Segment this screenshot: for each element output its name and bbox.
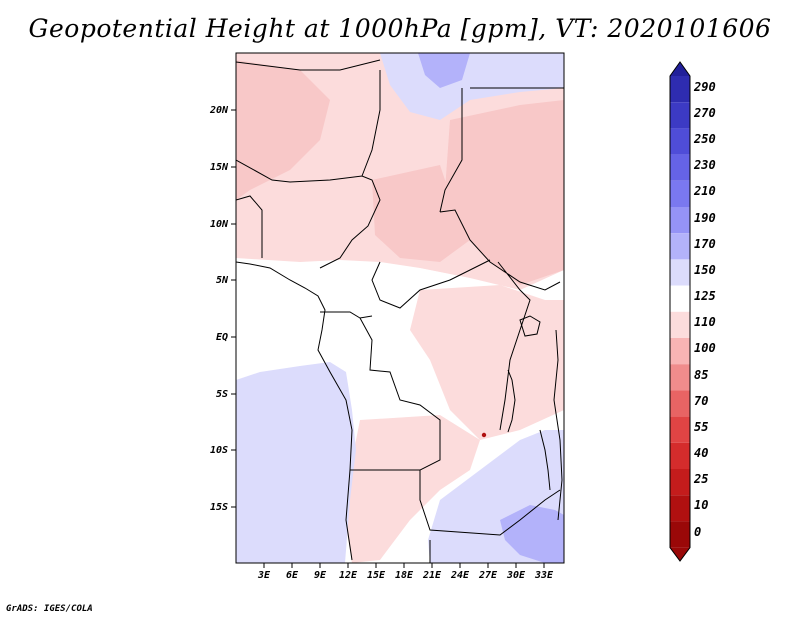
- colorbar-seg: [670, 180, 690, 207]
- chart-title: Geopotential Height at 1000hPa [gpm], VT…: [28, 14, 772, 43]
- border-lines: [236, 59, 564, 563]
- lon-label-12e: 12E: [339, 570, 358, 581]
- lake-tanganyika: [507, 369, 516, 433]
- colorbar-seg: [670, 521, 690, 548]
- field-north-blue-deep: [418, 53, 470, 88]
- grads-credit: GrADS: IGES/COLA: [6, 604, 93, 614]
- field-east-pink: [410, 285, 564, 440]
- colorbar-seg: [670, 416, 690, 443]
- colorbar-seg: [670, 311, 690, 338]
- colorbar-seg: [670, 76, 690, 103]
- lon-label-33e: 33E: [534, 570, 554, 581]
- colorbar-top-arrow: [670, 62, 690, 76]
- field-low-dot: [481, 432, 487, 438]
- colorbar-label: 40: [694, 446, 708, 460]
- lon-label-21e: 21E: [422, 570, 442, 581]
- lake-victoria: [519, 315, 541, 337]
- colorbar-label: 125: [694, 289, 716, 303]
- colorbar-label: 70: [694, 394, 708, 408]
- lon-label-3e: 3E: [257, 570, 271, 581]
- colorbar-seg: [670, 154, 690, 181]
- colorbar-label: 210: [693, 184, 716, 198]
- colorbar-label: 100: [694, 341, 716, 355]
- lon-label-15e: 15E: [367, 570, 386, 581]
- field-sahel-west-pink: [236, 60, 330, 200]
- colorbar: 290 270 250 230 210 190 170 150 125 110 …: [669, 61, 716, 562]
- colorbar-seg: [670, 233, 690, 260]
- lat-label-15s: 15S: [210, 502, 228, 513]
- colorbar-label: 0: [694, 525, 701, 539]
- lat-label-5s: 5S: [216, 389, 228, 400]
- east-coast: [553, 329, 563, 521]
- west-coast: [236, 261, 353, 561]
- boundaries: [236, 59, 564, 563]
- field-atlantic-blue: [236, 362, 356, 563]
- field-southeast-blue-deep: [500, 505, 564, 563]
- colorbar-seg: [670, 128, 690, 155]
- lat-axis: 20N 15N 10N 5N EQ 5S 10S 15S: [209, 105, 236, 513]
- colorbar-label: 10: [694, 498, 708, 512]
- lon-label-18e: 18E: [395, 570, 414, 581]
- colorbar-label: 230: [693, 158, 716, 172]
- lat-label-5n: 5N: [216, 275, 229, 286]
- lon-label-9e: 9E: [314, 570, 327, 581]
- colorbar-seg: [670, 442, 690, 469]
- field-angola-pink: [345, 415, 480, 563]
- colorbar-seg: [670, 102, 690, 129]
- lon-label-24e: 24E: [450, 570, 470, 581]
- colorbar-label: 25: [693, 472, 708, 486]
- colorbar-outline: [669, 61, 691, 562]
- lat-label-15n: 15N: [210, 162, 229, 173]
- colorbar-label: 270: [693, 106, 716, 120]
- lon-label-6e: 6E: [286, 570, 299, 581]
- lat-label-10n: 10N: [210, 219, 229, 230]
- colorbar-seg: [670, 207, 690, 234]
- lon-label-30e: 30E: [506, 570, 526, 581]
- colorbar-label: 250: [693, 132, 716, 146]
- colorbar-label: 55: [694, 420, 708, 434]
- colorbar-label: 290: [693, 80, 716, 94]
- lat-label-20n: 20N: [209, 105, 229, 116]
- colorbar-label: 85: [694, 368, 708, 382]
- colorbar-seg: [670, 390, 690, 417]
- lat-label-eq: EQ: [216, 332, 228, 343]
- colorbar-seg: [670, 285, 690, 312]
- colorbar-label: 190: [694, 211, 716, 225]
- colorbar-seg: [670, 495, 690, 522]
- colorbar-bottom-arrow: [670, 547, 690, 561]
- lon-label-27e: 27E: [478, 570, 498, 581]
- colorbar-label: 170: [694, 237, 716, 251]
- colorbar-seg: [670, 338, 690, 365]
- colorbar-label: 110: [694, 315, 716, 329]
- colorbar-seg: [670, 469, 690, 496]
- lat-label-10s: 10S: [210, 445, 228, 456]
- field-sudan-pink: [445, 100, 564, 285]
- colorbar-label: 150: [694, 263, 716, 277]
- map-frame: [235, 52, 565, 564]
- lon-axis: 3E 6E 9E 12E 15E 18E 21E 24E 27E 30E 33E: [257, 563, 554, 581]
- colorbar-seg: [670, 364, 690, 391]
- lake-malawi: [539, 429, 551, 491]
- colorbar-seg: [670, 259, 690, 286]
- height-field-shading: [236, 53, 564, 563]
